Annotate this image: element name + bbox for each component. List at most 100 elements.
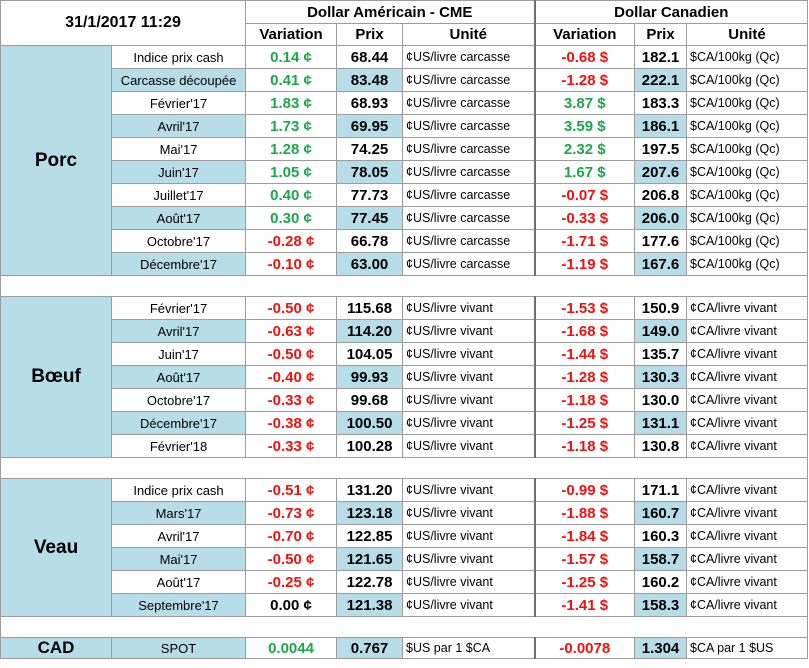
cad-unit: ¢CA/livre vivant bbox=[686, 411, 809, 435]
usd-price: 123.18 bbox=[336, 501, 404, 525]
row-label: Février'18 bbox=[110, 434, 247, 458]
usd-price: 99.68 bbox=[336, 388, 404, 412]
group-label: Bœuf bbox=[0, 296, 112, 458]
report-datetime: 31/1/2017 11:29 bbox=[0, 0, 247, 46]
cad-price: 197.5 bbox=[634, 137, 688, 161]
table-row: Mai'17 1.28 ¢ 74.25 ¢US/livre carcasse 2.32 … bbox=[1, 137, 809, 161]
row-label: Août'17 bbox=[110, 570, 247, 594]
usd-price: 0.767 bbox=[336, 637, 404, 659]
cad-unit: $CA/100kg (Qc) bbox=[686, 114, 809, 138]
cad-price: 158.3 bbox=[634, 593, 688, 617]
usd-price: 100.50 bbox=[336, 411, 404, 435]
row-label: Février'17 bbox=[110, 91, 247, 115]
usd-variation: -0.38 ¢ bbox=[245, 411, 338, 435]
usd-price: 99.93 bbox=[336, 365, 404, 389]
cad-unit: ¢CA/livre vivant bbox=[686, 524, 809, 548]
usd-variation: 0.0044 bbox=[245, 637, 338, 659]
row-label: Décembre'17 bbox=[110, 252, 247, 276]
cad-unit: $CA/100kg (Qc) bbox=[686, 229, 809, 253]
table-row: Août'17 0.30 ¢ 77.45 ¢US/livre carcasse -0.3… bbox=[1, 206, 809, 230]
usd-unit: ¢US/livre carcasse bbox=[402, 91, 536, 115]
cad-unit: ¢CA/livre vivant bbox=[686, 319, 809, 343]
row-label: Mars'17 bbox=[110, 501, 247, 525]
table-row: Porc Indice prix cash 0.14 ¢ 68.44 ¢US/livre… bbox=[0, 45, 809, 276]
cad-price: 206.8 bbox=[634, 183, 688, 207]
cad-variation: -1.68 $ bbox=[533, 319, 636, 343]
cad-price: 177.6 bbox=[634, 229, 688, 253]
cad-price: 160.3 bbox=[634, 524, 688, 548]
row-label: Juillet'17 bbox=[110, 183, 247, 207]
cad-unit: $CA/100kg (Qc) bbox=[686, 206, 809, 230]
usd-unit: ¢US/livre vivant bbox=[402, 365, 536, 389]
cad-unite-header: Unité bbox=[686, 23, 809, 46]
row-label: Mai'17 bbox=[110, 547, 247, 571]
usd-unit: ¢US/livre vivant bbox=[402, 593, 536, 617]
usd-price: 77.45 bbox=[336, 206, 404, 230]
usd-price: 122.78 bbox=[336, 570, 404, 594]
usd-unit: ¢US/livre vivant bbox=[402, 342, 536, 366]
cad-price: 160.2 bbox=[634, 570, 688, 594]
group-label: CAD bbox=[0, 637, 112, 659]
row-label: Mai'17 bbox=[110, 137, 247, 161]
usd-variation-header: Variation bbox=[245, 23, 338, 46]
cad-unit: ¢CA/livre vivant bbox=[686, 365, 809, 389]
cad-unit: $CA/100kg (Qc) bbox=[686, 68, 809, 92]
cad-price: 130.3 bbox=[634, 365, 688, 389]
row-label: Août'17 bbox=[110, 206, 247, 230]
usd-variation: -0.50 ¢ bbox=[245, 547, 338, 571]
cad-price: 131.1 bbox=[634, 411, 688, 435]
spacer-cell bbox=[0, 457, 809, 479]
cad-price: 183.3 bbox=[634, 91, 688, 115]
cad-variation: -1.28 $ bbox=[533, 365, 636, 389]
cad-price: 206.0 bbox=[634, 206, 688, 230]
cad-unit: ¢CA/livre vivant bbox=[686, 570, 809, 594]
usd-unit: ¢US/livre vivant bbox=[402, 547, 536, 571]
usd-unit: ¢US/livre carcasse bbox=[402, 68, 536, 92]
table-row: Octobre'17 -0.28 ¢ 66.78 ¢US/livre carcasse… bbox=[1, 229, 809, 253]
cad-variation: -1.88 $ bbox=[533, 501, 636, 525]
cad-unit: ¢CA/livre vivant bbox=[686, 388, 809, 412]
row-label: Juin'17 bbox=[110, 342, 247, 366]
cad-variation-header: Variation bbox=[533, 23, 636, 46]
usd-price: 114.20 bbox=[336, 319, 404, 343]
row-label: Août'17 bbox=[110, 365, 247, 389]
table-row: Décembre'17 -0.10 ¢ 63.00 ¢US/livre carcass… bbox=[1, 252, 809, 276]
table-row: Bœuf Février'17 -0.50 ¢ 115.68 ¢US/livre viv… bbox=[0, 296, 809, 458]
usd-variation: -0.40 ¢ bbox=[245, 365, 338, 389]
usd-variation: -0.70 ¢ bbox=[245, 524, 338, 548]
usd-variation: 0.40 ¢ bbox=[245, 183, 338, 207]
cad-variation: 2.32 $ bbox=[533, 137, 636, 161]
row-label: Carcasse découpée bbox=[110, 68, 247, 92]
cad-unit: ¢CA/livre vivant bbox=[686, 593, 809, 617]
cad-price: 130.8 bbox=[634, 434, 688, 458]
cad-unit: $CA/100kg (Qc) bbox=[686, 45, 809, 69]
cad-price: 167.6 bbox=[634, 252, 688, 276]
cad-variation: -0.33 $ bbox=[533, 206, 636, 230]
row-label: Octobre'17 bbox=[110, 229, 247, 253]
cad-unit: $CA/100kg (Qc) bbox=[686, 183, 809, 207]
group-label: Veau bbox=[0, 478, 112, 617]
spacer-cell bbox=[0, 275, 809, 297]
cad-variation: -1.19 $ bbox=[533, 252, 636, 276]
cad-unit: ¢CA/livre vivant bbox=[686, 547, 809, 571]
usd-variation: -0.51 ¢ bbox=[245, 478, 338, 502]
usd-unit: ¢US/livre vivant bbox=[402, 388, 536, 412]
cad-section-title: Dollar Canadien bbox=[533, 0, 809, 24]
spacer-row bbox=[0, 457, 809, 479]
cad-price: 222.1 bbox=[634, 68, 688, 92]
usd-variation: -0.63 ¢ bbox=[245, 319, 338, 343]
cad-variation: 1.67 $ bbox=[533, 160, 636, 184]
row-label: SPOT bbox=[110, 637, 247, 659]
cad-prix-header: Prix bbox=[634, 23, 688, 46]
row-label: Indice prix cash bbox=[110, 45, 247, 69]
usd-variation: -0.50 ¢ bbox=[245, 342, 338, 366]
cad-variation: -1.18 $ bbox=[533, 434, 636, 458]
usd-price: 77.73 bbox=[336, 183, 404, 207]
row-label: Septembre'17 bbox=[110, 593, 247, 617]
cad-price: 130.0 bbox=[634, 388, 688, 412]
row-label: Indice prix cash bbox=[110, 478, 247, 502]
row-label: Décembre'17 bbox=[110, 411, 247, 435]
usd-price: 78.05 bbox=[336, 160, 404, 184]
usd-unit: ¢US/livre carcasse bbox=[402, 252, 536, 276]
table-row: Avril'17 -0.70 ¢ 122.85 ¢US/livre vivant -1.… bbox=[1, 524, 809, 548]
